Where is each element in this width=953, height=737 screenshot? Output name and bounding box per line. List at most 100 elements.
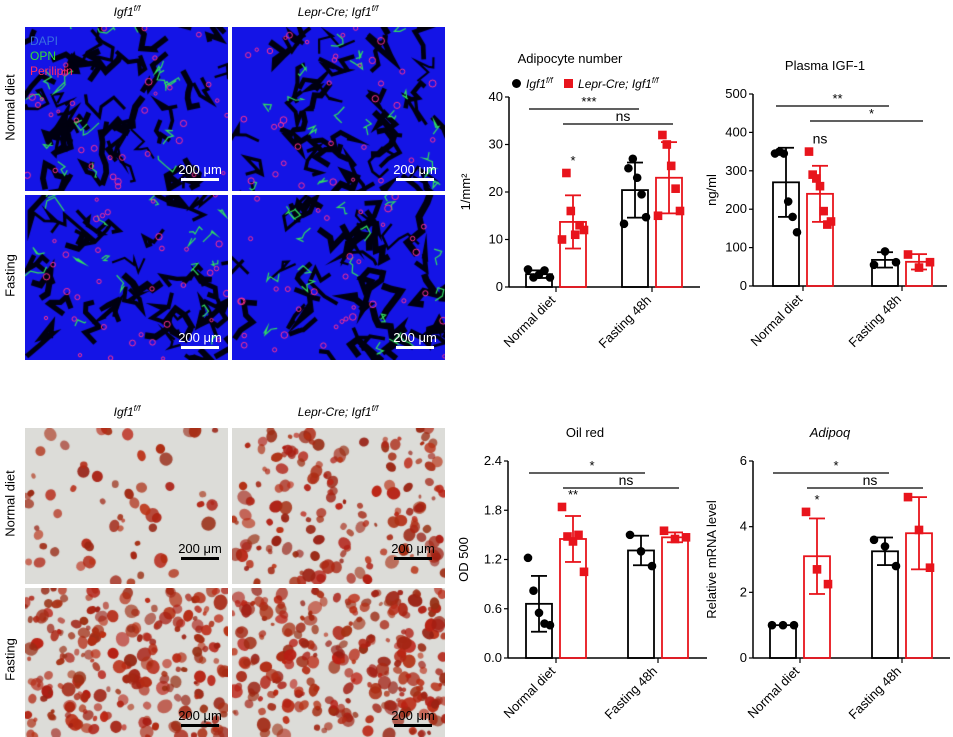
scale-bar: 200 μm	[170, 162, 230, 181]
significance-label: *	[833, 458, 838, 473]
column-header-control: Igf1f/f	[113, 404, 141, 419]
significance-label: ns	[813, 131, 828, 147]
y-tick-label: 0	[496, 279, 503, 294]
data-point	[869, 260, 879, 270]
column-header-mutant: Lepr-Cre; Igf1f/f	[297, 4, 379, 19]
data-point	[540, 266, 549, 275]
data-point	[778, 620, 788, 630]
data-point	[570, 230, 580, 240]
y-tick-label: 0	[740, 650, 747, 665]
y-tick-label: 20	[489, 184, 503, 199]
significance-label: ns	[619, 472, 634, 488]
data-point	[563, 532, 572, 541]
y-tick-label: 4	[740, 519, 747, 534]
data-point	[779, 149, 789, 158]
data-point	[869, 535, 879, 545]
data-point	[545, 620, 555, 630]
x-tick-label: Fasting 48h	[595, 293, 654, 352]
y-tick-label: 200	[725, 201, 747, 216]
y-axis-label: Relative mRNA level	[704, 500, 719, 619]
data-point	[653, 211, 663, 221]
data-point	[628, 154, 638, 164]
y-tick-label: 300	[725, 163, 747, 178]
data-point	[624, 163, 633, 173]
y-tick-label: 2	[740, 584, 747, 599]
y-tick-label: 0.0	[484, 650, 502, 665]
data-point	[671, 184, 680, 193]
data-point	[562, 168, 571, 178]
data-point	[788, 212, 797, 222]
data-point	[903, 492, 913, 502]
data-point	[789, 620, 799, 630]
data-point	[819, 206, 828, 216]
significance-label: **	[832, 91, 842, 106]
data-point	[903, 250, 913, 259]
data-point	[891, 257, 901, 267]
data-point	[647, 561, 657, 571]
column-header-control: Igf1f/f	[113, 4, 141, 19]
scale-bar: 200 μm	[385, 330, 445, 349]
data-point	[826, 217, 836, 226]
data-point	[812, 174, 821, 183]
data-point	[619, 219, 629, 229]
significance-label: ns	[863, 472, 878, 488]
data-point	[568, 537, 578, 546]
data-point	[545, 273, 555, 282]
bar	[661, 536, 689, 659]
y-axis-label: 1/mm²	[458, 173, 473, 211]
chart-title: Adipoq	[809, 425, 851, 440]
data-point	[666, 161, 676, 171]
data-point	[529, 586, 538, 595]
data-point	[658, 130, 667, 140]
data-point	[914, 525, 924, 535]
data-point	[579, 225, 589, 235]
x-tick-label: Fasting 48h	[845, 292, 904, 351]
scale-bar: 200 μm	[383, 541, 443, 560]
legend-item-control: Igf1f/f	[512, 76, 553, 91]
significance-label: ns	[616, 108, 631, 124]
scale-bar: 200 μm	[383, 708, 443, 727]
data-point	[783, 197, 793, 206]
fluorescence-image-control-normal	[25, 27, 228, 191]
significance-label: *	[570, 153, 575, 168]
y-tick-label: 500	[725, 86, 747, 101]
y-tick-label: 10	[489, 232, 503, 247]
significance-label: **	[568, 487, 578, 502]
fluorescence-image-mutant-normal	[232, 27, 445, 191]
x-tick-label: Normal diet	[745, 663, 803, 721]
scale-bar: 200 μm	[170, 708, 230, 727]
scale-bar: 200 μm	[170, 330, 230, 349]
data-point	[891, 561, 901, 571]
chart-title: Plasma IGF-1	[785, 58, 865, 73]
data-point	[804, 147, 814, 156]
oil-red-image-mutant-fasting	[232, 588, 445, 737]
data-point	[815, 181, 825, 191]
scale-bar: 200 μm	[385, 162, 445, 181]
fluorescence-image-mutant-fasting	[232, 195, 445, 360]
fluorescence-image-control-fasting	[25, 195, 228, 360]
y-tick-label: 2.4	[484, 453, 502, 468]
data-point	[767, 620, 777, 630]
stain-dapi: DAPI	[30, 34, 59, 48]
oil-red-image-control-fasting	[25, 588, 228, 737]
data-point	[914, 263, 924, 272]
data-point	[534, 608, 544, 618]
y-tick-label: 0	[740, 278, 747, 293]
significance-label: *	[869, 106, 874, 121]
x-tick-label: Fasting 48h	[845, 664, 904, 723]
significance-label: ***	[581, 94, 596, 109]
y-axis-label: OD 500	[456, 537, 471, 582]
data-point	[523, 265, 533, 274]
data-point	[636, 546, 646, 556]
data-point	[575, 220, 584, 230]
data-point	[925, 563, 935, 573]
data-point	[557, 502, 567, 512]
data-point	[801, 507, 811, 517]
legend-item-mutant: Lepr-Cre; Igf1f/f	[564, 76, 659, 91]
y-tick-label: 1.2	[484, 552, 502, 567]
y-tick-label: 30	[489, 137, 503, 152]
data-point	[632, 173, 642, 183]
chart-title: Adipocyte number	[518, 51, 623, 66]
